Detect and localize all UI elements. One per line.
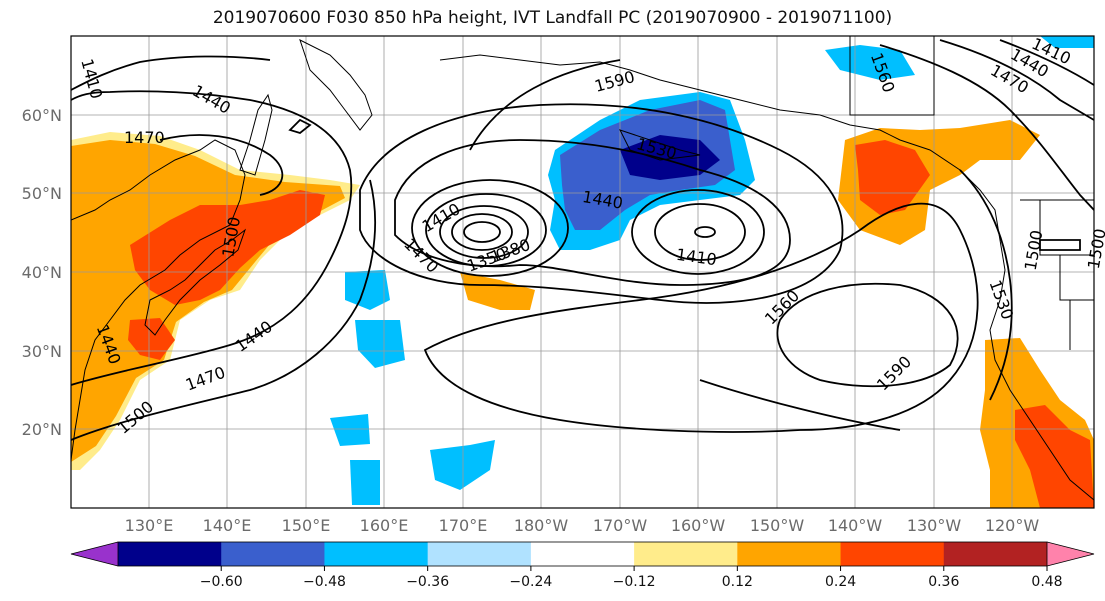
lon-label: 160°W: [671, 516, 726, 535]
lon-label: 180°W: [514, 516, 569, 535]
colorbar-tick-label: 0.24: [825, 574, 856, 590]
colorbar-swatch: [840, 542, 945, 566]
coastlines: [71, 36, 1094, 501]
colorbar: −0.60 −0.48 −0.36 −0.24 −0.12 0.12 0.24 0.36 0.4…: [70, 541, 1095, 590]
lon-label: 160°E: [360, 516, 409, 535]
colorbar-tick-label: −0.24: [509, 574, 552, 590]
lon-label: 130°W: [907, 516, 962, 535]
longitude-labels: 130°E 140°E 150°E 160°E 170°E 180°W 170°…: [125, 516, 1040, 535]
lat-label: 20°N: [22, 420, 62, 439]
colorbar-tick-label: −0.48: [303, 574, 346, 590]
map-title: 2019070600 F030 850 hPa height, IVT Land…: [212, 8, 893, 28]
colorbar-tick-label: −0.12: [613, 574, 656, 590]
lon-label: 130°E: [125, 516, 174, 535]
lon-label: 150°W: [750, 516, 805, 535]
lat-label: 60°N: [22, 106, 62, 125]
colorbar-tick-label: −0.36: [406, 574, 449, 590]
colorbar-swatch: [943, 542, 1048, 566]
ivt-shading: [71, 36, 1094, 508]
latitude-labels: 60°N 50°N 40°N 30°N 20°N: [22, 106, 62, 439]
contour-label: 1500: [1084, 227, 1105, 270]
colorbar-swatch: [737, 542, 842, 566]
height-contours: [71, 39, 1094, 441]
lon-label: 120°W: [985, 516, 1040, 535]
colorbar-swatch: [118, 542, 222, 566]
colorbar-swatch: [427, 542, 532, 566]
colorbar-tick-label: 0.48: [1031, 574, 1062, 590]
lon-label: 140°E: [203, 516, 252, 535]
lat-label: 30°N: [22, 342, 62, 361]
colorbar-swatch: [324, 542, 429, 566]
lon-label: 140°W: [828, 516, 883, 535]
colorbar-right-extension: [1047, 542, 1094, 566]
lon-label: 170°W: [593, 516, 648, 535]
lon-label: 150°E: [282, 516, 331, 535]
lat-label: 50°N: [22, 184, 62, 203]
colorbar-swatch: [634, 542, 738, 566]
colorbar-tick-label: 0.12: [722, 574, 753, 590]
colorbar-swatch: [221, 542, 325, 566]
colorbar-left-extension: [71, 542, 118, 566]
lat-label: 40°N: [22, 263, 62, 282]
colorbar-tick-label: 0.36: [928, 574, 959, 590]
contour-label: 1470: [124, 128, 165, 147]
colorbar-tick-label: −0.60: [200, 574, 243, 590]
lon-label: 170°E: [439, 516, 488, 535]
map-frame: [70, 35, 1095, 509]
colorbar-swatch: [530, 542, 635, 566]
